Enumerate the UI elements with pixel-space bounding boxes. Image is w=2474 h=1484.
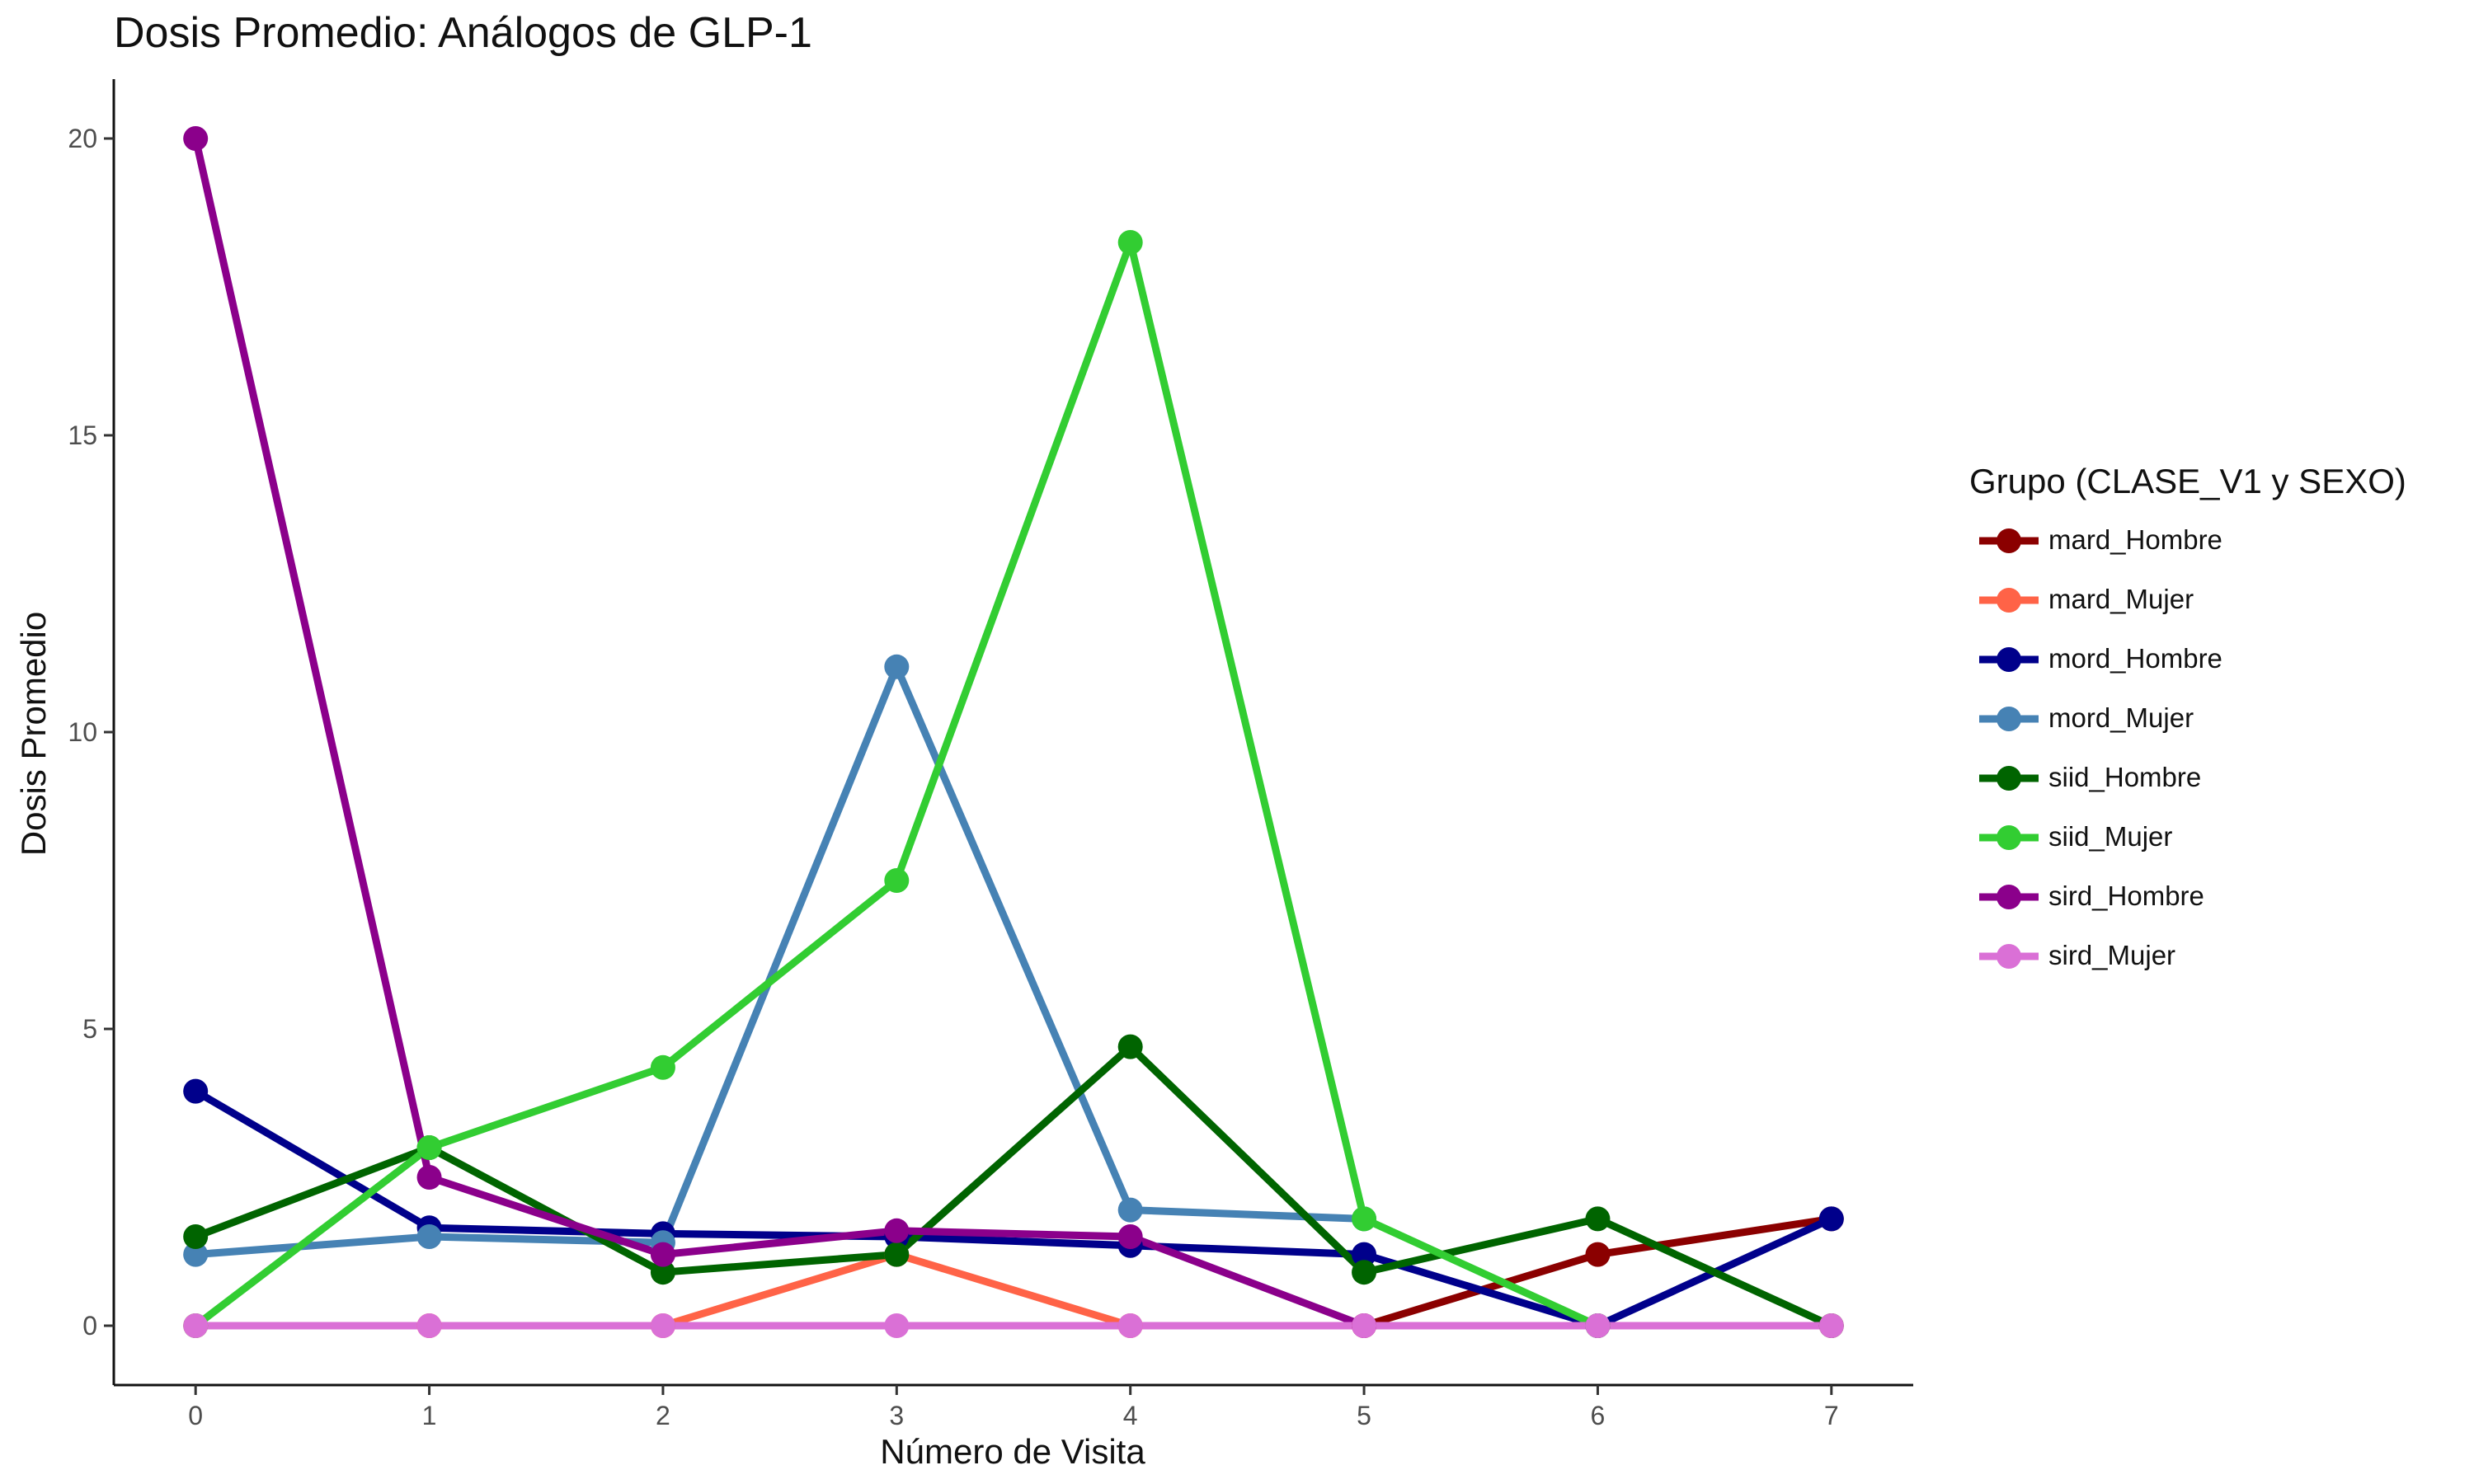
data-point-sird_Mujer (416, 1313, 442, 1338)
legend-title: Grupo (CLASE_V1 y SEXO) (1969, 462, 2406, 500)
data-point-mord_Hombre (1352, 1242, 1377, 1267)
legend-key-siid_Hombre (1979, 766, 2039, 791)
legend: Grupo (CLASE_V1 y SEXO) mard_Hombre mard_… (1969, 462, 2406, 986)
data-point-sird_Mujer (1818, 1313, 1844, 1338)
data-point-sird_Hombre (884, 1218, 910, 1243)
legend-item-mard_Hombre: mard_Hombre (1969, 511, 2406, 571)
legend-label: mard_Hombre (2048, 524, 2222, 555)
data-point-mord_Hombre (183, 1078, 209, 1104)
legend-label: siid_Mujer (2048, 821, 2173, 852)
legend-label: mord_Hombre (2048, 643, 2222, 674)
data-point-sird_Mujer (1352, 1313, 1377, 1338)
x-tick-label: 5 (1357, 1401, 1371, 1430)
data-point-sird_Hombre (416, 1165, 442, 1190)
legend-key-mard_Hombre (1979, 528, 2039, 553)
legend-key-mard_Mujer (1979, 588, 2039, 613)
legend-items: mard_Hombre mard_Mujer mord_Hombre mord_Muj… (1969, 511, 2406, 986)
y-axis-label: Dosis Promedio (14, 612, 53, 856)
y-tick-label: 20 (68, 124, 97, 153)
series-points (183, 126, 1844, 1338)
x-tick-label: 3 (889, 1401, 904, 1430)
y-tick-label: 10 (68, 717, 97, 747)
x-tick-label: 7 (1824, 1401, 1839, 1430)
legend-key-mord_Hombre (1979, 647, 2039, 672)
legend-label: mord_Mujer (2048, 702, 2194, 733)
data-point-siid_Mujer (650, 1054, 675, 1080)
data-point-siid_Mujer (884, 868, 910, 893)
legend-item-siid_Hombre: siid_Hombre (1969, 749, 2406, 808)
x-tick-label: 0 (188, 1401, 203, 1430)
data-point-siid_Hombre (1117, 1034, 1143, 1059)
data-point-siid_Mujer (416, 1135, 442, 1160)
x-axis-label: Número de Visita (880, 1432, 1145, 1471)
legend-key-mord_Mujer (1979, 707, 2039, 731)
data-point-sird_Hombre (183, 126, 209, 151)
data-point-mard_Hombre (1585, 1242, 1611, 1267)
data-point-siid_Hombre (1585, 1206, 1611, 1232)
legend-item-sird_Hombre: sird_Hombre (1969, 867, 2406, 927)
data-point-siid_Mujer (1352, 1206, 1377, 1232)
x-tick-label: 6 (1591, 1401, 1606, 1430)
legend-label: siid_Hombre (2048, 762, 2202, 792)
data-point-sird_Mujer (650, 1313, 675, 1338)
data-point-siid_Mujer (1117, 230, 1143, 255)
y-tick-label: 0 (82, 1311, 97, 1341)
series-line-sird_Hombre (191, 138, 1366, 1330)
data-point-mord_Mujer (1117, 1197, 1143, 1223)
data-point-siid_Hombre (1352, 1260, 1377, 1285)
legend-key-siid_Mujer (1979, 825, 2039, 850)
x-tick-label: 1 (422, 1401, 437, 1430)
series-line-mord_Mujer (195, 663, 1365, 1259)
data-point-sird_Hombre (1117, 1224, 1143, 1249)
data-point-sird_Mujer (884, 1313, 910, 1338)
legend-label: sird_Hombre (2048, 881, 2204, 911)
legend-key-sird_Hombre (1979, 885, 2039, 909)
data-point-mord_Mujer (183, 1242, 209, 1267)
data-point-siid_Hombre (884, 1242, 910, 1267)
data-point-siid_Hombre (650, 1260, 675, 1285)
series-line-siid_Mujer (193, 238, 1600, 1330)
series-line-mard_Mujer (195, 1251, 1832, 1330)
data-point-sird_Mujer (1117, 1313, 1143, 1338)
legend-item-sird_Mujer: sird_Mujer (1969, 927, 2406, 986)
legend-label: sird_Mujer (2048, 940, 2176, 970)
data-point-sird_Mujer (183, 1313, 209, 1338)
y-tick-label: 5 (82, 1014, 97, 1044)
line-chart: 0 1 2 3 4 5 6 7 0 5 10 15 20 Número de Visita Dosis … (14, 79, 1913, 1471)
legend-item-mord_Hombre: mord_Hombre (1969, 630, 2406, 689)
x-tick-label: 4 (1123, 1401, 1138, 1430)
data-point-mord_Hombre (1818, 1206, 1844, 1232)
data-point-sird_Mujer (1585, 1313, 1611, 1338)
legend-item-siid_Mujer: siid_Mujer (1969, 808, 2406, 867)
legend-label: mard_Mujer (2048, 584, 2194, 614)
legend-item-mord_Mujer: mord_Mujer (1969, 689, 2406, 749)
legend-key-sird_Mujer (1979, 944, 2039, 969)
series-line-siid_Hombre (194, 1043, 1833, 1330)
legend-item-mard_Mujer: mard_Mujer (1969, 571, 2406, 630)
chart-title: Dosis Promedio: Análogos de GLP-1 (114, 9, 812, 57)
data-point-siid_Hombre (183, 1224, 209, 1249)
y-tick-label: 15 (68, 420, 97, 450)
axes: 0 1 2 3 4 5 6 7 0 5 10 15 20 (68, 79, 1913, 1430)
x-tick-label: 2 (656, 1401, 670, 1430)
data-point-mord_Mujer (884, 654, 910, 679)
data-point-sird_Hombre (650, 1242, 675, 1267)
data-point-mord_Mujer (416, 1224, 442, 1249)
series-line-mord_Hombre (193, 1087, 1833, 1330)
